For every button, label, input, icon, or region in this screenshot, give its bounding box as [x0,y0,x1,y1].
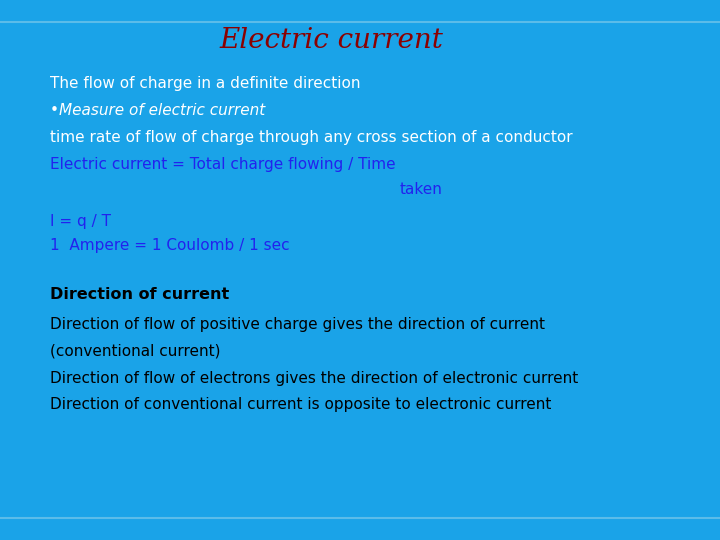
Text: Electric current = Total charge flowing / Time: Electric current = Total charge flowing … [50,157,396,172]
Text: Electric current: Electric current [220,27,443,54]
Text: Direction of current: Direction of current [50,287,230,302]
Text: 1  Ampere = 1 Coulomb / 1 sec: 1 Ampere = 1 Coulomb / 1 sec [50,238,290,253]
Text: Direction of flow of positive charge gives the direction of current: Direction of flow of positive charge giv… [50,316,546,332]
Text: time rate of flow of charge through any cross section of a conductor: time rate of flow of charge through any … [50,130,573,145]
Text: I = q / T: I = q / T [50,214,112,229]
Text: (conventional current): (conventional current) [50,343,221,359]
Text: •Measure of electric current: •Measure of electric current [50,103,266,118]
Text: Direction of flow of electrons gives the direction of electronic current: Direction of flow of electrons gives the… [50,370,579,386]
Text: The flow of charge in a definite direction: The flow of charge in a definite directi… [50,76,361,91]
Text: taken: taken [400,181,443,197]
Text: Direction of conventional current is opposite to electronic current: Direction of conventional current is opp… [50,397,552,413]
